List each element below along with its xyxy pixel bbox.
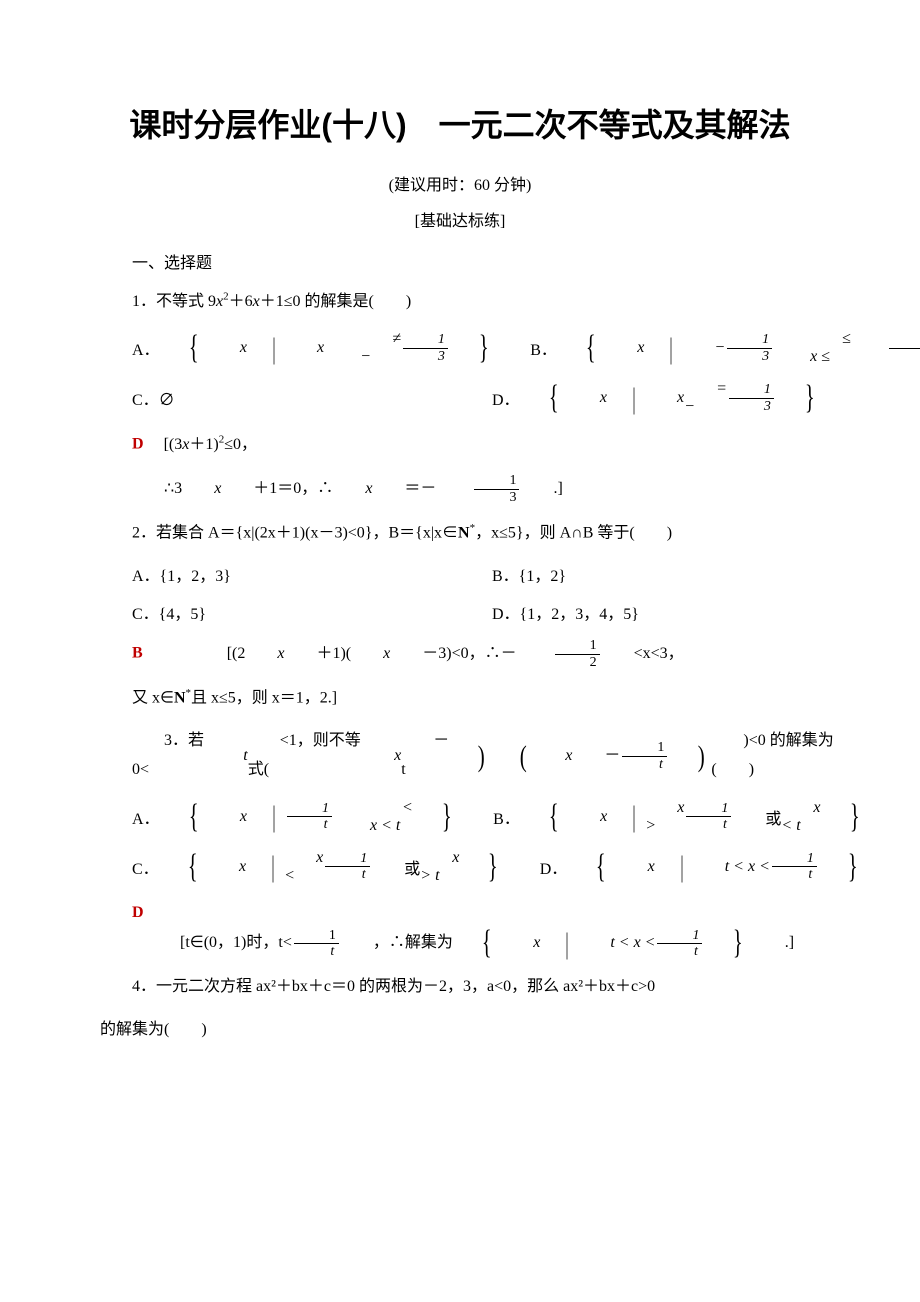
q1-option-c: C．∅ <box>100 380 460 416</box>
q1-option-d: D． {x| x= −13 } <box>460 380 824 416</box>
set-a: {x| x ≠ −13 } <box>160 330 499 366</box>
q1-option-a: A． {x| x ≠ −13 } <box>100 330 498 366</box>
q2-answer-line: B [(2x＋1)(x－3)<0，∴－ 12<x<3， <box>100 638 820 670</box>
q1-option-b: B． {x| −13 ≤ x ≤ 13 } <box>498 330 920 366</box>
q2-option-c: C．{4，5} <box>100 600 460 624</box>
q3-option-c: C． {x| x <1t或x > t } <box>100 849 508 885</box>
time-suggestion: (建议用时：60 分钟) <box>100 171 820 195</box>
q3-option-d: D． {x| t < x <1t } <box>508 849 868 885</box>
q2-option-d: D．{1，2，3，4，5} <box>460 600 820 624</box>
q4-stem-line2: 的解集为( ) <box>100 1016 820 1045</box>
set-d: {x| x= −13 } <box>520 380 825 416</box>
q2-option-b: B．{1，2} <box>460 562 820 586</box>
section-1-header: 一、选择题 <box>100 249 820 273</box>
q1-stem: 1．不等式 9x2＋6x＋1≤0 的解集是( ) <box>100 287 820 316</box>
q1-stem-text: 1．不等式 9x2＋6x＋1≤0 的解集是( ) <box>132 293 411 310</box>
page-title: 课时分层作业(十八) 一元二次不等式及其解法 <box>100 100 820 151</box>
q2-answer: B <box>132 645 143 662</box>
q2-sol2: 又 x∈N*且 x≤5，则 x＝1，2.] <box>100 684 820 713</box>
q3-options-ab: A． {x| 1t < x < t } B． {x| x >1t或x < t } <box>100 799 820 835</box>
q2-option-a: A．{1，2，3} <box>100 562 460 586</box>
q3-stem: 3．若 0<t<1，则不等式(x－t )( x－1t ) )<0 的解集为( ) <box>100 727 820 785</box>
set-b: {x| −13 ≤ x ≤ 13 } <box>557 330 920 366</box>
q1-sol1: [(3x＋1)2≤0， <box>148 436 257 453</box>
q2-options-cd: C．{4，5} D．{1，2，3，4，5} <box>100 600 820 624</box>
q3-option-b: B． {x| x >1t或x < t } <box>461 799 869 835</box>
q1-answer-line: D [(3x＋1)2≤0， <box>100 430 820 459</box>
q2-stem: 2．若集合 A＝{x|(2x＋1)(x－3)<0}，B＝{x|x∈N*，x≤5}… <box>100 519 820 548</box>
q2-options-ab: A．{1，2，3} B．{1，2} <box>100 562 820 586</box>
page: 课时分层作业(十八) 一元二次不等式及其解法 (建议用时：60 分钟) [基础达… <box>0 0 920 1302</box>
q4-stem-line1: 4．一元二次方程 ax²＋bx＋c＝0 的两根为－2，3，a<0，那么 ax²＋… <box>100 973 820 1002</box>
q3-answer-line: D [t∈(0，1)时，t<1t，∴解集为 {x| t < x <1t } .] <box>100 899 820 960</box>
q1-options-cd: C．∅ D． {x| x= −13 } <box>100 380 820 416</box>
q3-option-a: A． {x| 1t < x < t } <box>100 799 461 835</box>
q1-sol2: ∴3x＋1＝0，∴x＝－ 13.] <box>100 473 820 505</box>
q1-answer: D <box>132 436 144 453</box>
q3-options-cd: C． {x| x <1t或x > t } D． {x| t < x <1t } <box>100 849 820 885</box>
section-label: [基础达标练] <box>100 207 820 231</box>
q3-answer: D <box>132 904 144 921</box>
q1-options-ab: A． {x| x ≠ −13 } B． {x| −13 ≤ x ≤ 13 } <box>100 330 820 366</box>
